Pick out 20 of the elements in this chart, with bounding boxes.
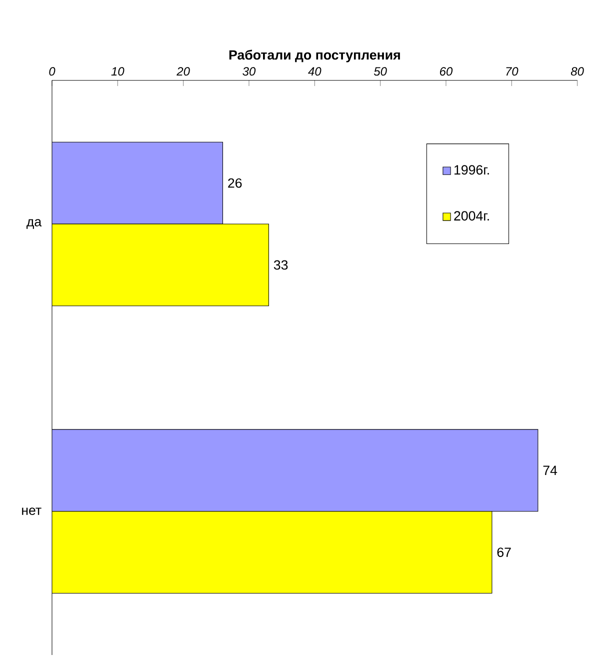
y-tick-label: да	[26, 219, 42, 229]
data-label: 26	[228, 178, 242, 188]
data-label: 33	[274, 260, 288, 270]
legend-label: 2004г.	[454, 211, 489, 221]
x-tick-label: 60	[440, 67, 453, 76]
x-tick-label: 0	[49, 67, 56, 76]
x-tick-label: 80	[570, 67, 584, 76]
chart-title: Работали до поступления	[229, 50, 400, 62]
x-tick-label: 20	[176, 67, 190, 76]
x-tick-label: 40	[308, 67, 322, 76]
data-label: 67	[497, 548, 511, 557]
x-tick-label: 10	[111, 67, 124, 76]
x-tick-label: 70	[506, 67, 518, 76]
x-tick-label: 50	[374, 67, 387, 76]
legend-label: 1996г.	[454, 165, 489, 175]
bar	[52, 142, 223, 224]
x-tick-label: 30	[242, 67, 256, 76]
data-label: 74	[543, 466, 558, 475]
bar	[52, 429, 538, 512]
y-tick-label: нет	[22, 508, 42, 515]
